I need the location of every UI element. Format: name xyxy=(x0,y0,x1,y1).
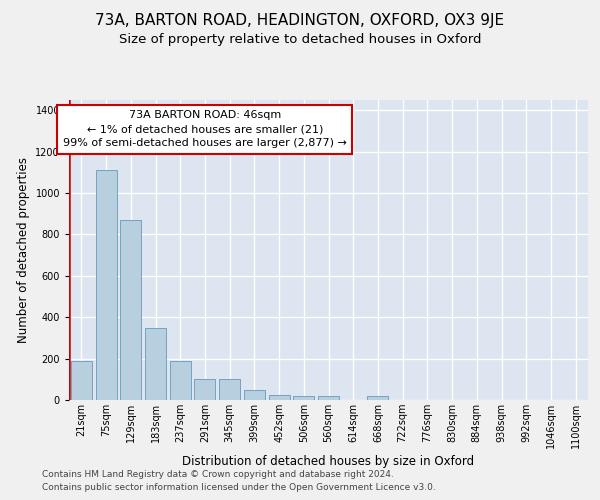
Text: Contains public sector information licensed under the Open Government Licence v3: Contains public sector information licen… xyxy=(42,482,436,492)
Bar xyxy=(293,396,314,400)
Bar xyxy=(95,170,116,400)
Text: 73A BARTON ROAD: 46sqm
← 1% of detached houses are smaller (21)
99% of semi-deta: 73A BARTON ROAD: 46sqm ← 1% of detached … xyxy=(63,110,347,148)
Bar xyxy=(71,360,92,400)
Text: 73A, BARTON ROAD, HEADINGTON, OXFORD, OX3 9JE: 73A, BARTON ROAD, HEADINGTON, OXFORD, OX… xyxy=(95,12,505,28)
Y-axis label: Number of detached properties: Number of detached properties xyxy=(17,157,30,343)
Bar xyxy=(120,220,141,400)
Bar xyxy=(170,360,191,400)
Bar xyxy=(367,396,388,400)
Bar xyxy=(244,390,265,400)
Bar xyxy=(194,380,215,400)
Bar xyxy=(219,380,240,400)
Bar xyxy=(145,328,166,400)
Text: Contains HM Land Registry data © Crown copyright and database right 2024.: Contains HM Land Registry data © Crown c… xyxy=(42,470,394,479)
Text: Size of property relative to detached houses in Oxford: Size of property relative to detached ho… xyxy=(119,32,481,46)
X-axis label: Distribution of detached houses by size in Oxford: Distribution of detached houses by size … xyxy=(182,455,475,468)
Bar xyxy=(269,396,290,400)
Bar xyxy=(318,396,339,400)
